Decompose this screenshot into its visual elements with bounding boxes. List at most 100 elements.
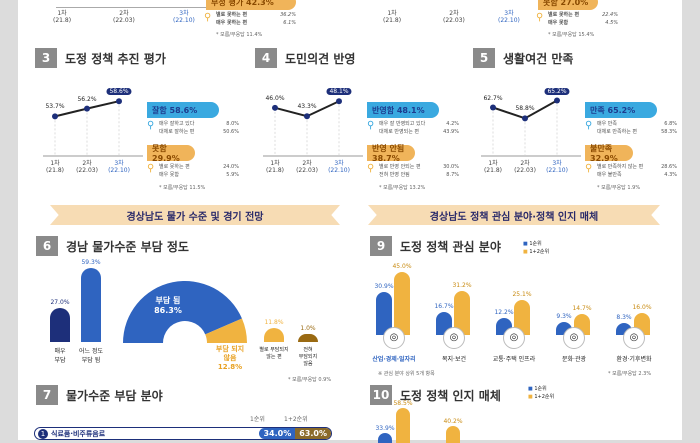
rank12-value: 63.0% xyxy=(295,428,331,439)
row-value: 30.0% xyxy=(443,164,459,170)
footnote: ※ 관심 분야 상위 5개 항목 xyxy=(378,371,435,377)
magnifier-icon: ⚲ xyxy=(367,120,375,131)
section-9-title: 9 도정 정책 관심 분야 xyxy=(370,236,501,256)
trend-line-chart xyxy=(43,98,143,157)
value-label: 16.0% xyxy=(632,303,652,311)
row-label: 매우 못함 xyxy=(159,172,179,178)
rank1-value: 34.0% xyxy=(259,428,296,439)
row-value: 4.2% xyxy=(446,121,459,127)
negative-badge: 못함 29.9% xyxy=(147,144,195,163)
bar xyxy=(81,267,101,342)
footnote: * 모름/무응답 15.4% xyxy=(548,32,595,38)
wave-label: 1차 (21.8) xyxy=(45,160,65,175)
value-label: 12.2% xyxy=(494,308,514,316)
category-icon: ◎ xyxy=(503,327,525,349)
trend-line-chart xyxy=(481,97,581,157)
wave-label: 3차 (22.10) xyxy=(328,160,350,175)
donut-label: 부담 되지 않음 12.8% xyxy=(215,345,245,371)
wave-label: 2차 (22.03) xyxy=(113,10,135,25)
axis-line xyxy=(56,0,226,8)
row-label: 매우 못하는 편 xyxy=(216,20,248,26)
section-title-text: 경남 물가수준 부담 정도 xyxy=(66,239,189,254)
data-point xyxy=(52,113,58,120)
section-7-title: 7 물가수준 부담 분야 xyxy=(36,385,163,405)
column-header: 1+2순위 xyxy=(284,416,308,423)
section-number: 4 xyxy=(255,48,277,68)
row-value: 36.2% xyxy=(280,12,296,18)
bar-rank12 xyxy=(394,272,410,335)
row-label: 별로 만족하지 않는 편 xyxy=(597,164,644,170)
wave-label: 1차 (21.8) xyxy=(483,160,503,175)
section-number: 5 xyxy=(473,48,495,68)
magnifier-icon: ⚲ xyxy=(585,120,593,131)
legend-item: 1+2순위 xyxy=(529,249,550,255)
data-point xyxy=(84,105,90,112)
bar-rank1 xyxy=(378,433,392,443)
point-label: 58.8% xyxy=(515,105,535,113)
value-label: 40.2% xyxy=(443,418,463,425)
magnifier-icon: ⚲ xyxy=(367,163,375,174)
infographic-page: 1차 (21.8) 2차 (22.03) 3차 (22.10) 부정 평가 42… xyxy=(18,0,682,443)
rank-badge: 1 xyxy=(38,428,48,439)
legend: ■ 1순위 ■ 1+2순위 xyxy=(523,241,550,255)
burden-row: 1 식료품·비주류음료 34.0% 63.0% xyxy=(34,427,332,440)
wave-label: 1차 (21.8) xyxy=(53,10,72,25)
semi-donut xyxy=(123,281,247,343)
legend-item: 1순위 xyxy=(534,386,547,392)
point-label: 56.2% xyxy=(77,95,97,103)
wave-label: 2차 (22.03) xyxy=(76,160,98,175)
wave-label: 1차 (21.8) xyxy=(383,10,402,25)
bar-rank12 xyxy=(514,299,530,335)
bar-rank12 xyxy=(446,426,460,443)
section-number: 9 xyxy=(370,236,392,256)
section-number: 10 xyxy=(370,385,392,405)
donut-segment-no-burden xyxy=(205,318,247,343)
bar xyxy=(50,308,70,342)
point-label: 58.6% xyxy=(106,88,132,96)
section-number: 6 xyxy=(36,236,58,256)
row-value: 28.6% xyxy=(661,164,677,170)
positive-badge: 반영함 48.1% xyxy=(367,102,439,118)
row-label: 매우 잘하고 있다 xyxy=(159,121,195,127)
category-label: 환경·기후변화 xyxy=(616,356,652,363)
footnote: * 모름/무응답 11.4% xyxy=(216,32,263,38)
row-value: 5.9% xyxy=(226,172,239,178)
wave-label: 3차 (22.10) xyxy=(108,160,130,175)
row-label: 별로 반영 안되는 편 xyxy=(379,164,421,170)
section-title-text: 도민의견 반영 xyxy=(285,51,356,66)
wave-label: 3차 (22.10) xyxy=(546,160,568,175)
value-label: 16.7% xyxy=(434,302,454,310)
row-value: 6.8% xyxy=(664,121,677,127)
magnifier-icon: ⚲ xyxy=(536,12,544,23)
footnote: * 모름/무응답 11.5% xyxy=(159,185,206,191)
point-label: 46.0% xyxy=(265,94,285,102)
row-label: 별로 못하는 편 xyxy=(548,12,580,18)
value-label: 9.3% xyxy=(556,312,572,320)
section-10-title: 10 도정 정책 인지 매체 xyxy=(370,385,501,405)
point-label: 48.1% xyxy=(326,88,352,96)
row-value: 50.6% xyxy=(223,129,239,135)
category-label: 산업·경제·일자리 xyxy=(372,356,416,363)
value-label: 45.0% xyxy=(392,263,412,270)
wave-label: 2차 (22.03) xyxy=(443,10,465,25)
data-point xyxy=(522,115,528,122)
row-label: 매우 만족 xyxy=(597,121,617,127)
row-value: 8.0% xyxy=(226,121,239,127)
value-label: 27.0% xyxy=(50,299,70,307)
footnote: * 모름/무응답 13.2% xyxy=(379,185,426,191)
row-value: 58.3% xyxy=(661,129,677,135)
value-label: 8.3% xyxy=(616,314,632,322)
wave-label: 2차 (22.03) xyxy=(296,160,318,175)
magnifier-icon: ⚲ xyxy=(147,120,155,131)
value-label: 58.5% xyxy=(393,400,413,407)
value-label: 25.1% xyxy=(512,290,532,298)
point-label: 43.3% xyxy=(297,103,317,111)
banner-price-outlook: 경상남도 물가 수준 및 경기 전망 xyxy=(50,205,340,225)
data-point xyxy=(554,97,560,104)
positive-badge: 잘함 58.6% xyxy=(147,102,219,118)
data-point xyxy=(116,98,122,105)
value-label: 33.9% xyxy=(375,425,395,432)
positive-badge: 만족 65.2% xyxy=(585,102,657,118)
value-label: 59.3% xyxy=(81,258,101,266)
category-label: 문화·관광 xyxy=(562,356,586,363)
